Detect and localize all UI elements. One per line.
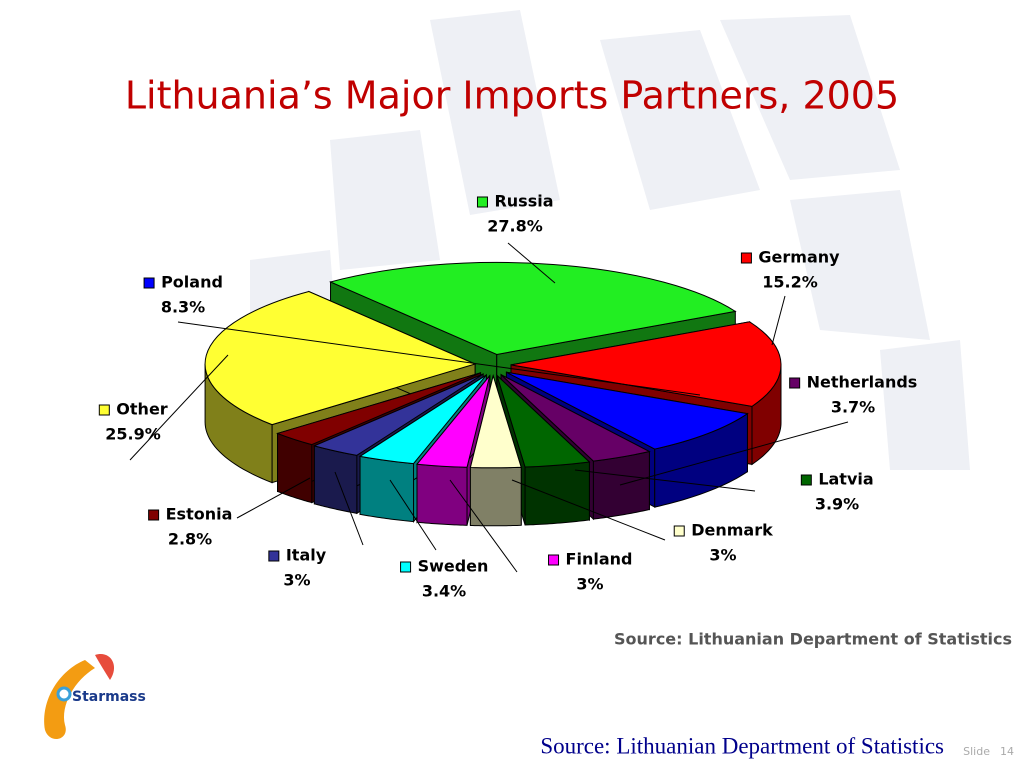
legend-key [143, 277, 155, 289]
logo: Starmass [44, 654, 146, 740]
labels: Russia 27.8% Germany 15.2% Poland 8.3% Netherl… [98, 192, 918, 601]
leader-line [236, 477, 311, 519]
source-note: Source: Lithuanian Department of Statist… [614, 630, 1012, 649]
slice-wall [592, 450, 650, 520]
leader-line [334, 471, 364, 546]
slice [510, 321, 782, 407]
legend-label: Poland [161, 273, 223, 292]
slice [275, 372, 481, 446]
legend-key [148, 509, 160, 521]
leader-line [177, 321, 701, 396]
value-label: 3.4% [422, 582, 466, 601]
leader-line [511, 479, 666, 541]
slice-wall [359, 455, 415, 523]
slice [416, 375, 491, 468]
logo-text: Starmass [72, 689, 146, 705]
value-label: 3% [576, 575, 603, 594]
pie [204, 261, 782, 527]
value-label: 15.2% [762, 273, 818, 292]
legend-label: Netherlands [807, 373, 918, 392]
leader-line [619, 421, 849, 486]
leader-line [574, 469, 756, 492]
value-label: 25.9% [105, 425, 161, 444]
legend-key [789, 377, 801, 389]
legend-key [268, 550, 280, 562]
slice [469, 373, 522, 469]
value-label: 3% [283, 571, 310, 590]
legend-key [673, 525, 685, 537]
legend-key [476, 196, 488, 208]
slice [500, 374, 651, 462]
slice-wall [524, 461, 590, 526]
legend-label: Sweden [418, 557, 489, 576]
background-globe [250, 10, 970, 470]
leader-line [389, 479, 437, 551]
slice [496, 373, 591, 468]
legend-label: Denmark [691, 521, 773, 540]
legend-label: Other [116, 400, 167, 419]
slice-wall [313, 445, 358, 514]
leader-line [129, 354, 229, 461]
legend-label: Germany [758, 248, 840, 267]
value-label: 8.3% [161, 298, 205, 317]
slice [329, 261, 737, 355]
slice [358, 374, 487, 465]
chart-title: Lithuania’s Major Imports Partners, 2005 [125, 74, 899, 118]
slice [204, 290, 477, 426]
legend-key [740, 252, 752, 264]
slice [312, 373, 484, 456]
legend-label: Estonia [166, 505, 233, 524]
slice [506, 371, 749, 450]
slide-label: Slide [963, 745, 990, 758]
slice-wall [416, 463, 468, 526]
value-label: 3% [709, 546, 736, 565]
value-label: 27.8% [487, 217, 543, 236]
slice-wall [469, 466, 522, 527]
legend-key [400, 561, 412, 573]
value-label: 3.7% [831, 398, 875, 417]
value-label: 3.9% [815, 495, 859, 514]
legend-label: Italy [286, 546, 327, 565]
leader-line [507, 242, 556, 284]
legend-key [98, 404, 110, 416]
legend-label: Finland [566, 550, 633, 569]
slide-number: 14 [1000, 745, 1014, 758]
legend-key [800, 474, 812, 486]
leader-line [771, 295, 786, 346]
leader-line [449, 479, 518, 573]
legend-label: Russia [494, 192, 553, 211]
value-label: 2.8% [168, 530, 212, 549]
footer-source: Source: Lithuanian Department of Statist… [540, 733, 944, 758]
legend-label: Latvia [818, 470, 873, 489]
slice-wall [277, 432, 313, 504]
legend-key [548, 554, 560, 566]
